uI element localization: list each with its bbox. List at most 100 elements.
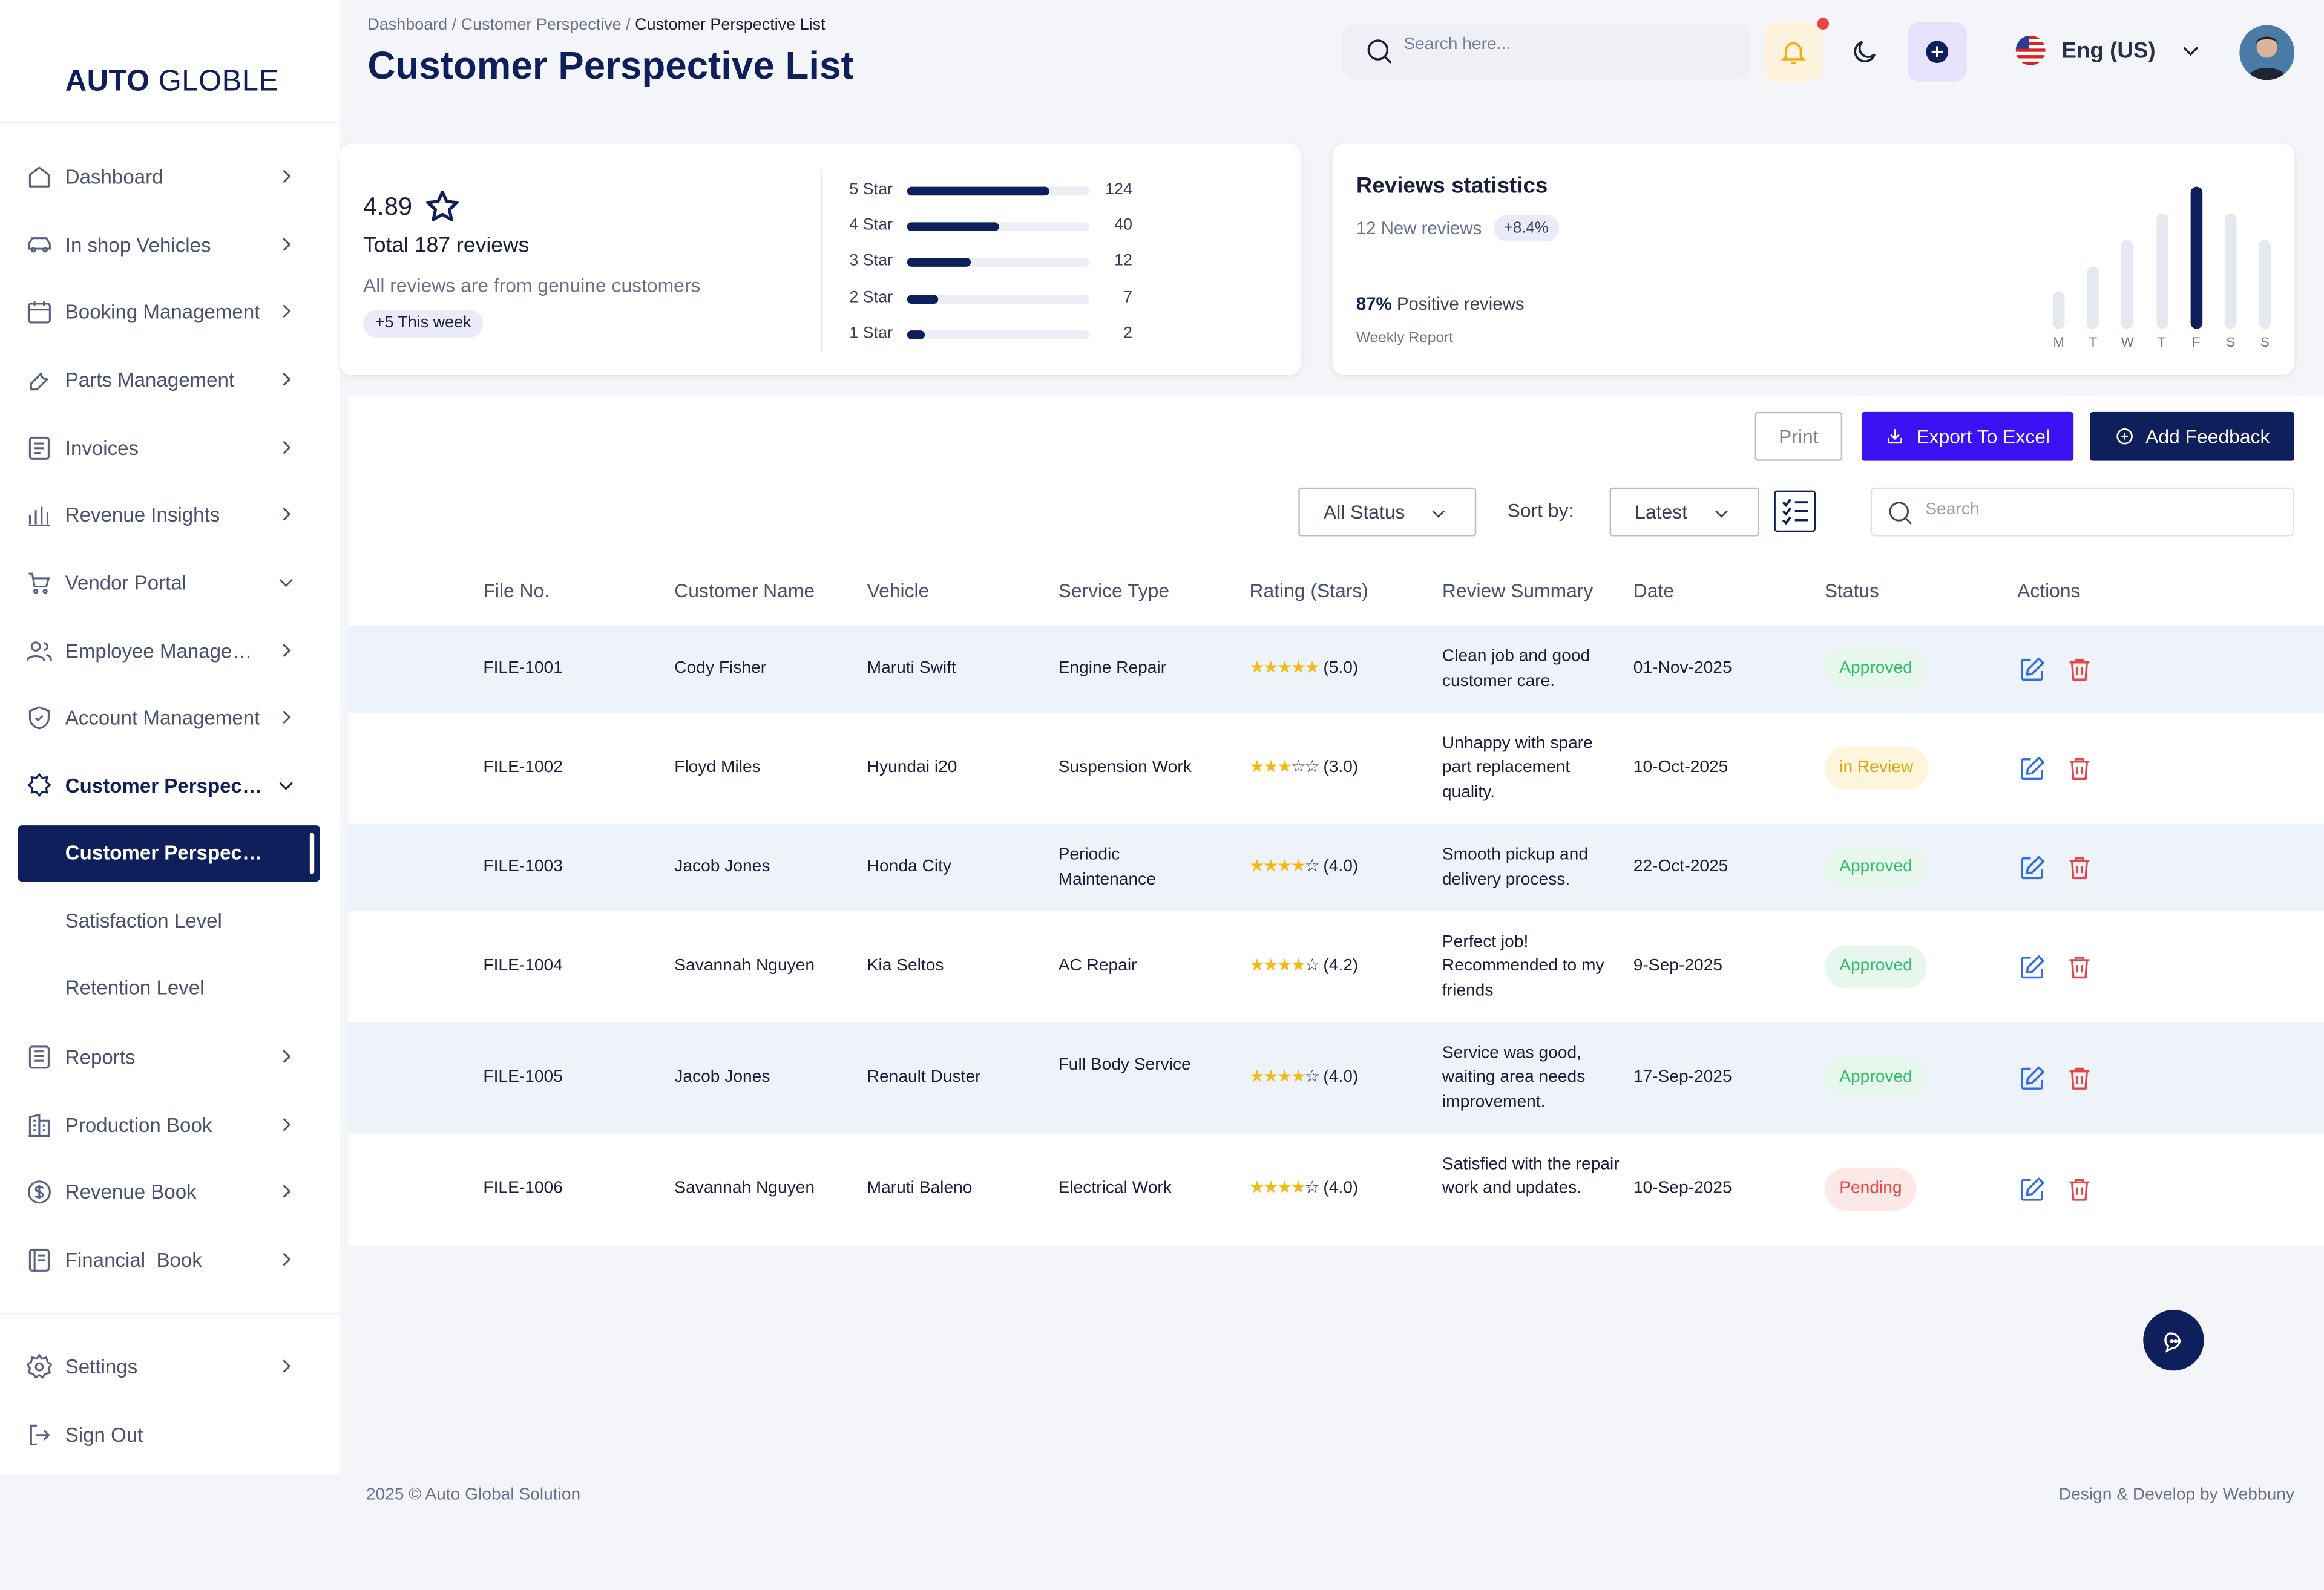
trash-icon[interactable] — [2064, 952, 2094, 981]
cell-customer-name: Savannah Nguyen — [674, 1179, 815, 1197]
weekly-bar-label: M — [2053, 335, 2064, 350]
column-header-date[interactable]: Date — [1633, 579, 1675, 602]
sidebar-item-account-management[interactable]: Account Management — [18, 689, 320, 745]
sidebar-item-booking-management[interactable]: Booking Management — [18, 283, 320, 339]
table-row[interactable] — [348, 1022, 2324, 1134]
status-filter-select[interactable]: All Status — [1298, 487, 1477, 537]
print-button[interactable]: Print — [1754, 411, 1843, 461]
edit-icon[interactable] — [2017, 1063, 2047, 1093]
trash-icon[interactable] — [2064, 852, 2094, 882]
table-row[interactable] — [348, 823, 2324, 912]
sidebar-item-financial-book[interactable]: Financial Book — [18, 1231, 320, 1287]
star-bar-label: 2 Star — [849, 289, 893, 307]
car-icon — [27, 237, 51, 253]
footer-credit[interactable]: Design & Develop by Webbuny — [2058, 1486, 2295, 1504]
sidebar-divider — [0, 121, 340, 123]
column-header-vehicle[interactable]: Vehicle — [867, 579, 930, 602]
add-feedback-button[interactable]: Add Feedback — [2090, 411, 2295, 461]
column-header-review-summary[interactable]: Review Summary — [1442, 579, 1594, 602]
column-header-file-no[interactable]: File No. — [483, 579, 550, 602]
star-outline-icon — [426, 190, 459, 221]
sidebar-item-revenue-book[interactable]: Revenue Book — [18, 1163, 320, 1219]
chat-button[interactable] — [2143, 1309, 2204, 1371]
star-rating-empty: ☆☆ — [1290, 758, 1320, 777]
sidebar-item-label: Dashboard — [65, 165, 163, 188]
rating-value: (5.0) — [1318, 659, 1359, 678]
sidebar-item-label: Parts Management — [65, 368, 235, 391]
trash-icon[interactable] — [2064, 654, 2094, 684]
trash-icon[interactable] — [2064, 1063, 2094, 1093]
sidebar-item-dashboard[interactable]: Dashboard — [18, 148, 320, 204]
sidebar-item-employee-management[interactable]: Employee Management — [18, 623, 320, 679]
sidebar-item-in-shop-vehicles[interactable]: In shop Vehicles — [18, 217, 320, 273]
wrench-icon — [30, 372, 48, 391]
star-rating-filled: ★★★★ — [1249, 857, 1307, 876]
notifications-button[interactable] — [1764, 22, 1823, 82]
sidebar-subitem-retention-level[interactable]: Retention Level — [18, 960, 320, 1016]
trash-icon[interactable] — [2064, 753, 2094, 783]
sidebar-subitem-customer-perspective-list[interactable]: Customer Perspective List — [18, 825, 320, 882]
theme-toggle-button[interactable] — [1835, 22, 1894, 82]
quick-add-button[interactable] — [1907, 22, 1967, 82]
cell-vehicle: Honda City — [867, 857, 951, 876]
sidebar-item-vendor-portal[interactable]: Vendor Portal — [18, 554, 320, 610]
sidebar-item-invoices[interactable]: Invoices — [18, 419, 320, 476]
edit-icon[interactable] — [2017, 1174, 2047, 1204]
language-selector[interactable]: Eng (US) — [2015, 33, 2203, 68]
column-header-actions: Actions — [2017, 579, 2081, 602]
search-icon — [1367, 39, 1392, 64]
column-header-rating[interactable]: Rating (Stars) — [1249, 579, 1368, 602]
sidebar-item-sign-out[interactable]: Sign Out — [18, 1406, 320, 1462]
sort-select[interactable]: Latest — [1609, 487, 1759, 537]
breadcrumb-current: Customer Perspective List — [635, 16, 826, 34]
star-bar-row: 5 Star 124 — [849, 179, 1294, 203]
trash-icon[interactable] — [2064, 1174, 2094, 1204]
cell-vehicle: Renault Duster — [867, 1068, 981, 1087]
table-search-input[interactable] — [1925, 500, 2267, 519]
table-search — [1870, 487, 2295, 537]
sidebar-item-settings[interactable]: Settings — [18, 1338, 320, 1394]
reviews-note: All reviews are from genuine customers — [363, 274, 701, 296]
header-search-input[interactable] — [1403, 35, 1730, 54]
cell-service-type: Electrical Work — [1058, 1180, 1172, 1198]
sidebar-item-customer-perspective[interactable]: Customer Perspective — [18, 757, 320, 813]
star-rating-filled: ★★★★ — [1249, 957, 1307, 975]
sidebar-item-production-book[interactable]: Production Book — [18, 1096, 320, 1153]
cell-date: 10-Sep-2025 — [1633, 1179, 1732, 1197]
breadcrumb-link-dashboard[interactable]: Dashboard — [367, 16, 448, 34]
star-bar-row: 3 Star 12 — [849, 250, 1294, 274]
avatar[interactable] — [2239, 25, 2295, 80]
sidebar-item-label: Sign Out — [65, 1423, 143, 1445]
edit-icon[interactable] — [2017, 852, 2047, 882]
sort-value: Latest — [1635, 500, 1687, 523]
star-bar-fill — [907, 222, 999, 232]
column-toggle-button[interactable] — [1774, 490, 1816, 532]
chevron-down-icon — [279, 579, 293, 587]
sidebar-item-parts-management[interactable]: Parts Management — [18, 351, 320, 407]
column-header-status[interactable]: Status — [1824, 579, 1879, 602]
book-icon — [28, 1248, 50, 1272]
cell-file-no: FILE-1002 — [483, 758, 563, 777]
add-feedback-label: Add Feedback — [2145, 425, 2270, 448]
cell-date: 22-Oct-2025 — [1633, 857, 1728, 876]
export-excel-button[interactable]: Export To Excel — [1861, 411, 2074, 461]
sidebar-subitem-satisfaction-level[interactable]: Satisfaction Level — [18, 894, 320, 950]
export-label: Export To Excel — [1916, 425, 2050, 448]
edit-icon[interactable] — [2017, 654, 2047, 684]
cell-rating: ★★★★☆ (4.0) — [1250, 855, 1359, 875]
star-bar-fill — [907, 258, 971, 267]
column-header-service-type[interactable]: Service Type — [1058, 579, 1170, 602]
sidebar-item-revenue-insights[interactable]: Revenue Insights — [18, 486, 320, 542]
column-header-customer-name[interactable]: Customer Name — [674, 579, 815, 602]
brand-logo[interactable]: AUTO GLOBLE — [65, 65, 279, 98]
chevron-right-icon — [283, 1252, 291, 1266]
rating-value: (4.0) — [1318, 857, 1359, 876]
edit-icon[interactable] — [2017, 753, 2047, 783]
sidebar-item-reports[interactable]: Reports — [18, 1029, 320, 1085]
breadcrumb-link-customer-perspective[interactable]: Customer Perspective — [461, 16, 622, 34]
cell-file-no: FILE-1006 — [483, 1179, 563, 1197]
reviews-statistics-card: Reviews statistics 12 New reviews +8.4% … — [1332, 143, 2295, 375]
edit-icon[interactable] — [2017, 952, 2047, 981]
chevron-right-icon — [283, 1117, 291, 1131]
table-row[interactable] — [348, 625, 2324, 713]
